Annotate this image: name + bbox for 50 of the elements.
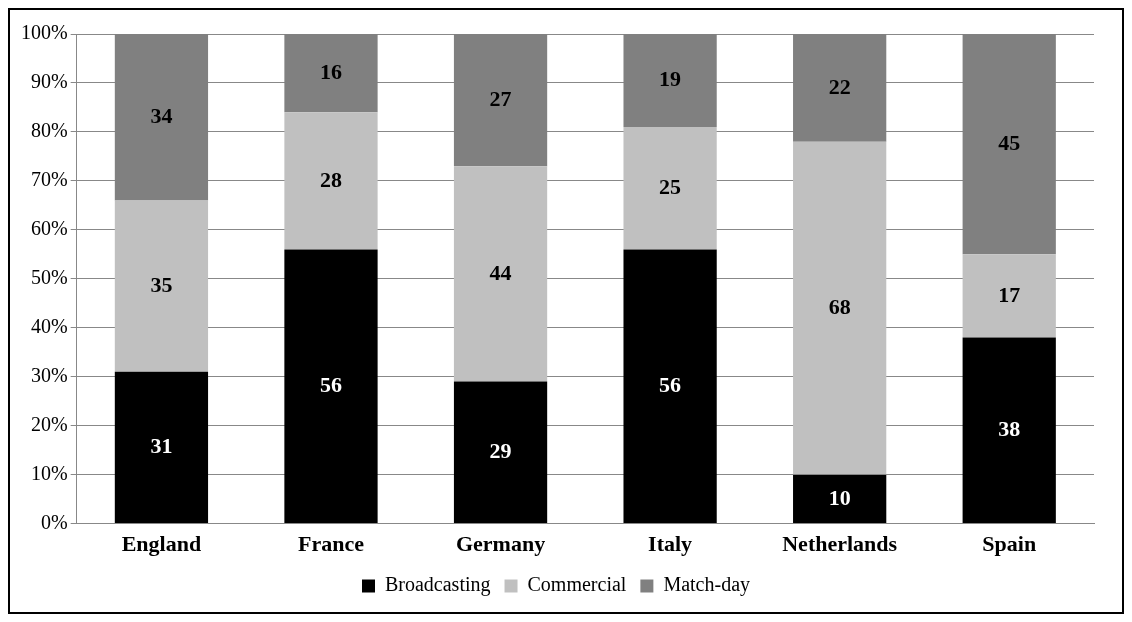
data-label: 17 xyxy=(998,281,1021,307)
bar xyxy=(284,249,378,524)
bar xyxy=(623,127,717,250)
data-label: 29 xyxy=(489,438,512,464)
y-tick-label: 100% xyxy=(20,21,68,44)
y-tick-label: 40% xyxy=(30,315,68,338)
data-label: 28 xyxy=(320,166,342,192)
data-label: 68 xyxy=(828,293,851,319)
legend-label: Broadcasting xyxy=(384,573,491,597)
x-tick-label: England xyxy=(121,531,202,557)
bar xyxy=(623,249,717,524)
bar xyxy=(284,112,378,250)
data-label: 34 xyxy=(150,102,173,128)
bar xyxy=(114,371,209,524)
y-tick-label: 90% xyxy=(30,70,68,93)
data-label: 27 xyxy=(489,85,512,111)
data-label: 38 xyxy=(998,416,1021,442)
bar xyxy=(453,166,548,382)
data-label: 56 xyxy=(320,371,342,397)
data-label: 16 xyxy=(320,58,342,84)
y-tick-label: 0% xyxy=(40,510,68,533)
bar xyxy=(962,337,1056,524)
data-label: 10 xyxy=(828,484,851,510)
bar xyxy=(114,200,209,372)
data-label: 35 xyxy=(150,271,173,297)
bar xyxy=(453,381,548,524)
bar xyxy=(793,474,887,524)
x-tick-label: Netherlands xyxy=(782,531,898,557)
x-tick-label: Italy xyxy=(648,531,693,557)
data-label: 44 xyxy=(489,259,512,285)
legend-label: Commercial xyxy=(527,573,627,596)
data-label: 25 xyxy=(659,173,682,199)
y-tick-label: 50% xyxy=(30,266,68,289)
x-tick-label: Germany xyxy=(455,531,546,557)
y-tick-label: 60% xyxy=(30,217,68,240)
bar xyxy=(793,141,887,475)
y-tick-label: 20% xyxy=(30,412,68,435)
y-tick-label: 80% xyxy=(30,119,68,142)
x-tick-label: Spain xyxy=(982,531,1037,557)
legend-label: Match-day xyxy=(663,573,751,597)
data-label: 31 xyxy=(150,433,173,459)
y-tick-label: 70% xyxy=(30,168,68,191)
x-tick-label: France xyxy=(298,531,365,557)
data-label: 45 xyxy=(998,129,1021,155)
y-tick-label: 30% xyxy=(30,363,68,386)
bar xyxy=(962,254,1056,338)
data-label: 56 xyxy=(659,371,682,397)
data-label: 22 xyxy=(828,73,851,99)
data-label: 19 xyxy=(659,66,682,92)
y-tick-label: 10% xyxy=(30,461,68,484)
